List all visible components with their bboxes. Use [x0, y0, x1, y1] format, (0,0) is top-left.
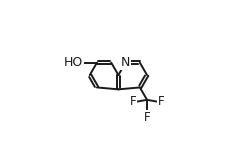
Text: HO: HO: [64, 56, 83, 69]
Text: F: F: [130, 95, 136, 108]
Text: F: F: [144, 111, 150, 124]
Text: F: F: [158, 95, 164, 108]
Text: N: N: [121, 56, 130, 69]
